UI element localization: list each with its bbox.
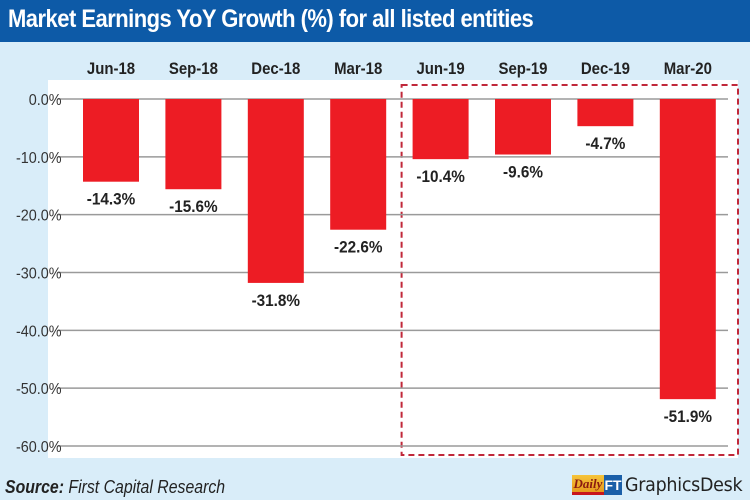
bar xyxy=(659,99,716,400)
x-category-label: Sep-19 xyxy=(498,60,547,78)
source-text: First Capital Research xyxy=(63,477,226,497)
y-tick-label: -50.0% xyxy=(16,381,62,399)
data-label: -51.9% xyxy=(664,407,712,426)
logo-ft: FT xyxy=(604,475,622,495)
logo-daily: Daily xyxy=(572,475,604,495)
x-category-label: Mar-18 xyxy=(334,60,382,78)
bar xyxy=(577,99,634,127)
y-tick-label: -60.0% xyxy=(16,438,62,456)
chart-title: Market Earnings YoY Growth (%) for all l… xyxy=(8,5,534,33)
title-bar: Market Earnings YoY Growth (%) for all l… xyxy=(0,0,750,42)
x-category-label: Dec-18 xyxy=(251,60,300,78)
x-category-label: Jun-18 xyxy=(87,60,135,78)
bar xyxy=(247,99,304,283)
x-category-label: Jun-19 xyxy=(417,60,465,78)
bar xyxy=(83,99,139,182)
x-category-label: Mar-20 xyxy=(664,60,712,78)
highlight-box xyxy=(400,84,739,456)
data-label: -15.6% xyxy=(169,198,217,217)
bar xyxy=(165,99,222,190)
y-tick-label: -10.0% xyxy=(16,149,62,167)
y-tick-label: 0.0% xyxy=(29,91,62,109)
graphicsdesk-logo: Daily FT GraphicsDesk xyxy=(572,474,750,496)
plot-area xyxy=(48,80,738,458)
y-tick-label: -20.0% xyxy=(16,207,62,225)
y-tick-label: -40.0% xyxy=(16,323,62,341)
data-label: -22.6% xyxy=(334,238,382,257)
bar xyxy=(330,99,387,230)
source-label: Source: xyxy=(5,477,64,497)
data-label: -4.7% xyxy=(585,134,625,153)
bar xyxy=(495,99,551,155)
data-label: -14.3% xyxy=(87,190,135,209)
x-category-label: Dec-19 xyxy=(581,60,630,78)
data-label: -10.4% xyxy=(416,167,464,186)
source-note: Source: First Capital Research xyxy=(5,477,225,498)
logo-text: GraphicsDesk xyxy=(625,474,743,496)
bar xyxy=(412,99,469,160)
data-label: -31.8% xyxy=(252,291,300,310)
data-label: -9.6% xyxy=(503,163,543,182)
x-category-label: Sep-18 xyxy=(169,60,218,78)
y-tick-label: -30.0% xyxy=(16,265,62,283)
